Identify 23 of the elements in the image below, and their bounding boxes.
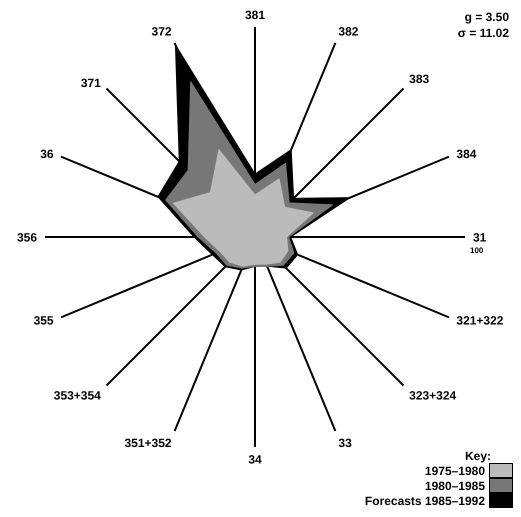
spoke-label: 31	[473, 230, 487, 244]
spoke-label: 383	[409, 72, 430, 86]
text: σ = 11.02	[458, 26, 509, 40]
spoke-label: 321+322	[456, 314, 504, 328]
spoke-label: 36	[40, 146, 54, 161]
spoke-label: 384	[456, 146, 477, 161]
spoke-label: 382	[338, 24, 359, 39]
spoke-label: 33	[338, 436, 352, 450]
legend-label: 1975–1980	[424, 464, 485, 478]
text: g = 3.50	[464, 10, 509, 24]
spoke-label: 372	[152, 24, 172, 39]
legend-label: 1980–1985	[424, 478, 485, 492]
spoke-label: 356	[16, 230, 38, 244]
spoke-label: 371	[80, 76, 102, 90]
legend-title: Key:	[464, 449, 491, 463]
spoke-label: 353+354	[54, 388, 102, 403]
spoke-label: 323+324	[409, 388, 457, 403]
legend-label: Forecasts 1985–1992	[364, 494, 485, 508]
spoke-label: 34	[248, 452, 262, 467]
text: 100	[470, 246, 484, 255]
spoke-label: 381	[244, 8, 266, 22]
spoke-label: 355	[34, 314, 54, 328]
spoke-label: 351+352	[124, 436, 172, 450]
